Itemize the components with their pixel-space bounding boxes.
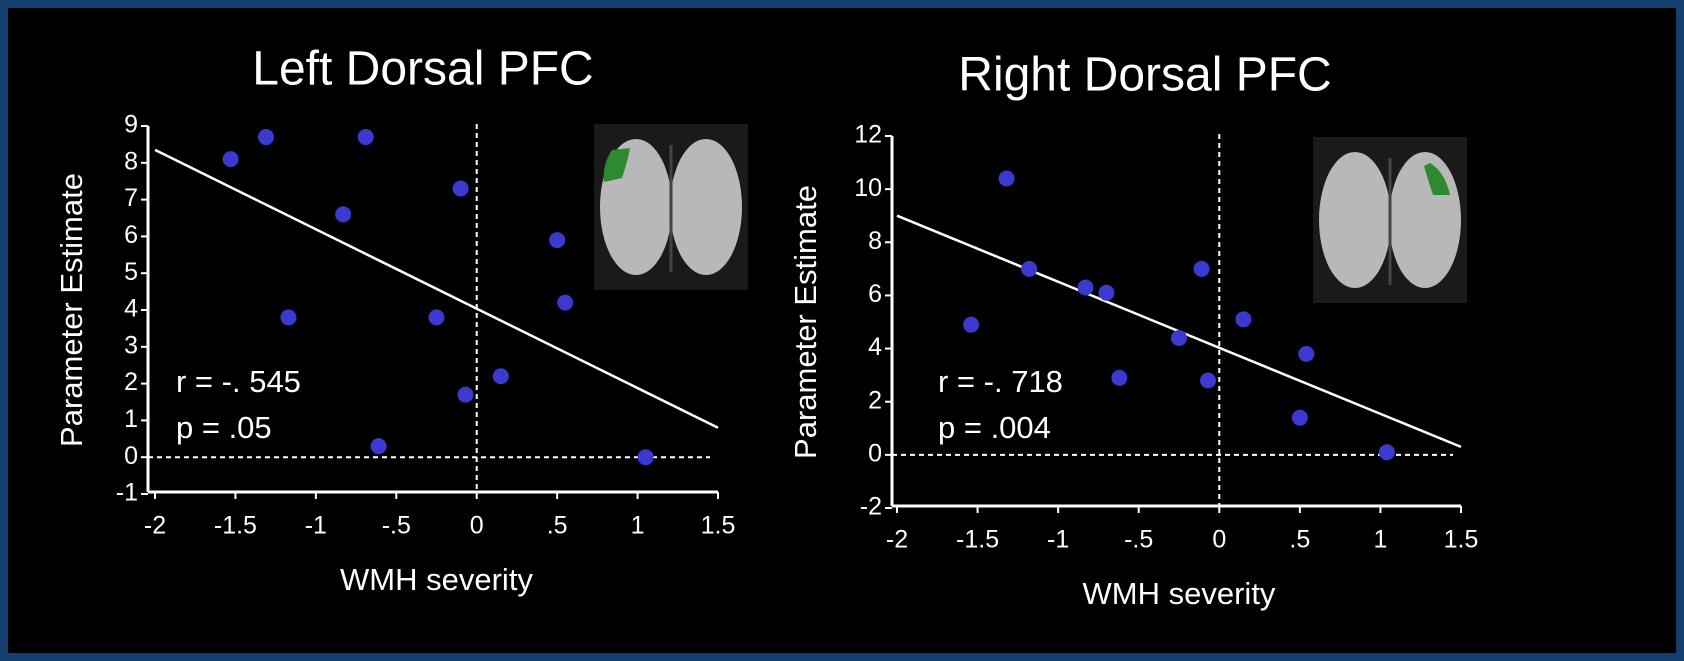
y-tick-label: 6 xyxy=(124,221,138,249)
point xyxy=(999,171,1015,187)
y-tick-label: 7 xyxy=(124,184,138,212)
x-tick-label: -2 xyxy=(886,526,908,554)
y-tick-label: 4 xyxy=(868,333,882,361)
x-axis-label: WMH severity xyxy=(340,562,533,597)
point xyxy=(258,129,274,145)
point xyxy=(371,438,387,454)
annotation: r = -. 718 xyxy=(938,364,1063,399)
point xyxy=(335,206,351,222)
point xyxy=(1098,285,1114,301)
y-tick-label: 0 xyxy=(124,442,138,470)
point xyxy=(1292,410,1308,426)
point xyxy=(963,317,979,333)
x-tick-label: 1 xyxy=(631,512,645,540)
point xyxy=(1235,311,1251,327)
chart: Left Dorsal PFC-10123456789-2-1.5-1-.50.… xyxy=(0,0,1684,661)
y-axis-label: Parameter Estimate xyxy=(788,185,823,459)
y-tick-label: 5 xyxy=(124,258,138,286)
brain-inset xyxy=(1313,137,1467,303)
y-tick-label: 4 xyxy=(124,295,138,323)
point xyxy=(549,232,565,248)
y-tick-label: 6 xyxy=(868,280,882,308)
point xyxy=(429,309,445,325)
x-tick-label: -.5 xyxy=(382,512,411,540)
point xyxy=(493,368,509,384)
point xyxy=(1194,261,1210,277)
x-tick-label: 0 xyxy=(470,512,484,540)
point xyxy=(1298,346,1314,362)
x-tick-label: -1 xyxy=(1047,526,1069,554)
y-tick-label: 1 xyxy=(124,405,138,433)
point xyxy=(638,449,654,465)
x-tick-label: -1.5 xyxy=(214,512,257,540)
x-tick-label: 1.5 xyxy=(701,512,736,540)
y-tick-label: 8 xyxy=(124,147,138,175)
x-tick-label: -.5 xyxy=(1124,526,1153,554)
x-tick-label: 1.5 xyxy=(1444,526,1479,554)
y-tick-label: 9 xyxy=(124,111,138,139)
annotation: p = .05 xyxy=(176,410,272,445)
y-axis-label: Parameter Estimate xyxy=(54,173,89,447)
background xyxy=(8,8,1676,653)
x-tick-label: .5 xyxy=(1289,526,1310,554)
y-tick-label: 12 xyxy=(854,121,882,149)
y-tick-label: -2 xyxy=(860,493,882,521)
point xyxy=(557,295,573,311)
point xyxy=(1078,279,1094,295)
x-axis-label: WMH severity xyxy=(1083,576,1276,611)
chart-title: Left Dorsal PFC xyxy=(252,43,593,96)
y-tick-label: 0 xyxy=(868,439,882,467)
x-tick-label: 1 xyxy=(1373,526,1387,554)
point xyxy=(1111,370,1127,386)
x-tick-label: 0 xyxy=(1212,526,1226,554)
point xyxy=(223,151,239,167)
y-tick-label: 3 xyxy=(124,331,138,359)
x-tick-label: -2 xyxy=(144,512,166,540)
x-tick-label: .5 xyxy=(547,512,568,540)
point xyxy=(453,181,469,197)
chart-title: Right Dorsal PFC xyxy=(958,49,1331,102)
y-tick-label: -1 xyxy=(116,479,138,507)
x-tick-label: -1.5 xyxy=(956,526,999,554)
point xyxy=(1379,444,1395,460)
brain-inset xyxy=(594,124,748,290)
point xyxy=(1200,372,1216,388)
y-tick-label: 2 xyxy=(868,386,882,414)
point xyxy=(457,387,473,403)
point xyxy=(1021,261,1037,277)
point xyxy=(281,309,297,325)
y-tick-label: 2 xyxy=(124,368,138,396)
y-tick-label: 10 xyxy=(854,174,882,202)
annotation: p = .004 xyxy=(938,410,1051,445)
point xyxy=(358,129,374,145)
y-tick-label: 8 xyxy=(868,227,882,255)
annotation: r = -. 545 xyxy=(176,364,301,399)
point xyxy=(1171,330,1187,346)
x-tick-label: -1 xyxy=(305,512,327,540)
